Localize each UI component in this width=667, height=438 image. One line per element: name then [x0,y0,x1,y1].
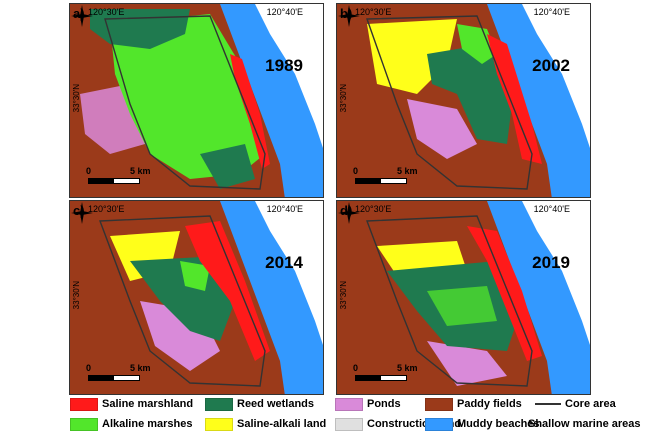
swatch-saline-alkali-land [205,417,233,431]
scale-bar [355,375,407,381]
year-label: 2002 [532,56,570,75]
longitude-left: 120°30'E [355,7,392,17]
swatch-alkaline-marshes [70,417,98,431]
map-2019-graphic [337,201,590,394]
legend-paddy-fields: Paddy fields [425,397,522,411]
ponds [407,99,477,159]
legend-core-area: Core area [535,397,616,411]
scale-bar [88,375,140,381]
north-arrow-icon [71,202,93,224]
legend-muddy-beaches: Muddy beaches [425,417,540,431]
core-area-outline [104,15,266,190]
legend-saline-marshland: Saline marshland [70,397,193,411]
core-area-outline [99,215,266,387]
legend-label: Muddy beaches [457,418,540,430]
legend-label: Saline-alkali land [237,418,327,430]
map-panel-1989: a) 120°30'E 120°40'E 33°30'N 1989 0 5 km [69,3,324,198]
legend-label: Core area [565,398,616,410]
legend-label: Paddy fields [457,398,522,410]
muddy-beach [477,201,590,394]
legend-ponds: Ponds [335,397,401,411]
latitude-label: 33°30'N [339,84,348,113]
scale-zero: 0 [86,166,92,176]
map-panel-2014: c) 120°30'E 120°40'E 33°30'N 2014 0 5 km [69,200,324,395]
saline-marsh [185,221,270,361]
legend-saline-alkali-land: Saline-alkali land [205,417,326,431]
alkaline-marshes [180,261,210,291]
alkaline-marshes [427,286,497,326]
legend-label: Saline marshland [102,398,194,410]
scale-five: 5 km [130,363,151,373]
map-2002-graphic [337,4,590,197]
longitude-left: 120°30'E [88,204,125,214]
map-2014-graphic [70,201,323,394]
swatch-paddy-fields [425,397,453,411]
scale-five: 5 km [397,363,418,373]
legend-label: Shallow marine areas [528,418,641,430]
panel-letter: a) [73,6,85,21]
latitude-label: 33°30'N [339,281,348,310]
legend-shallow-marine: Shallow marine areas [528,417,641,431]
legend-alkaline-marshes: Alkaline marshes [70,417,193,431]
swatch-saline-marshland [70,397,98,411]
latitude-label: 33°30'N [72,281,81,310]
longitude-right: 120°40'E [266,204,303,214]
swatch-muddy-beaches [425,417,453,431]
ponds [427,341,507,386]
legend-label: Alkaline marshes [102,418,193,430]
core-area-outline [366,215,533,387]
map-panel-2002: b) 120°30'E 120°40'E 33°30'N 2002 0 5 km [336,3,591,198]
year-label: 2019 [532,253,570,272]
muddy-beach [210,4,323,197]
reed-wetlands-2 [200,144,255,189]
longitude-right: 120°40'E [533,7,570,17]
reed-wetlands [130,256,235,341]
scale-bar [88,178,140,184]
panel-letter: c) [73,203,85,218]
scale-zero: 0 [353,166,359,176]
muddy-beach [210,201,323,394]
scale-zero: 0 [353,363,359,373]
scale-five: 5 km [130,166,151,176]
longitude-right: 120°40'E [533,204,570,214]
year-label: 2014 [265,253,303,272]
scale-bar [355,178,407,184]
map-panel-2019: d) 120°30'E 120°40'E 33°30'N 2019 0 5 km [336,200,591,395]
legend-reed-wetlands: Reed wetlands [205,397,314,411]
north-arrow-icon [338,202,360,224]
core-area-line [535,403,561,405]
longitude-left: 120°30'E [88,7,125,17]
latitude-label: 33°30'N [72,84,81,113]
longitude-left: 120°30'E [355,204,392,214]
map-1989-graphic [70,4,323,197]
scale-five: 5 km [397,166,418,176]
scale-zero: 0 [86,363,92,373]
swatch-reed-wetlands [205,397,233,411]
swatch-construction-land [335,417,363,431]
swatch-ponds [335,397,363,411]
core-area-outline [366,15,533,190]
north-arrow-icon [338,5,360,27]
longitude-right: 120°40'E [266,7,303,17]
legend: Saline marshland Reed wetlands Ponds Pad… [70,397,641,437]
year-label: 1989 [265,56,303,75]
north-arrow-icon [71,5,93,27]
saline-marsh [467,226,542,361]
reed-wetlands [427,44,512,144]
legend-label: Reed wetlands [237,398,315,410]
legend-label: Ponds [367,398,401,410]
saline-marsh [487,34,542,164]
